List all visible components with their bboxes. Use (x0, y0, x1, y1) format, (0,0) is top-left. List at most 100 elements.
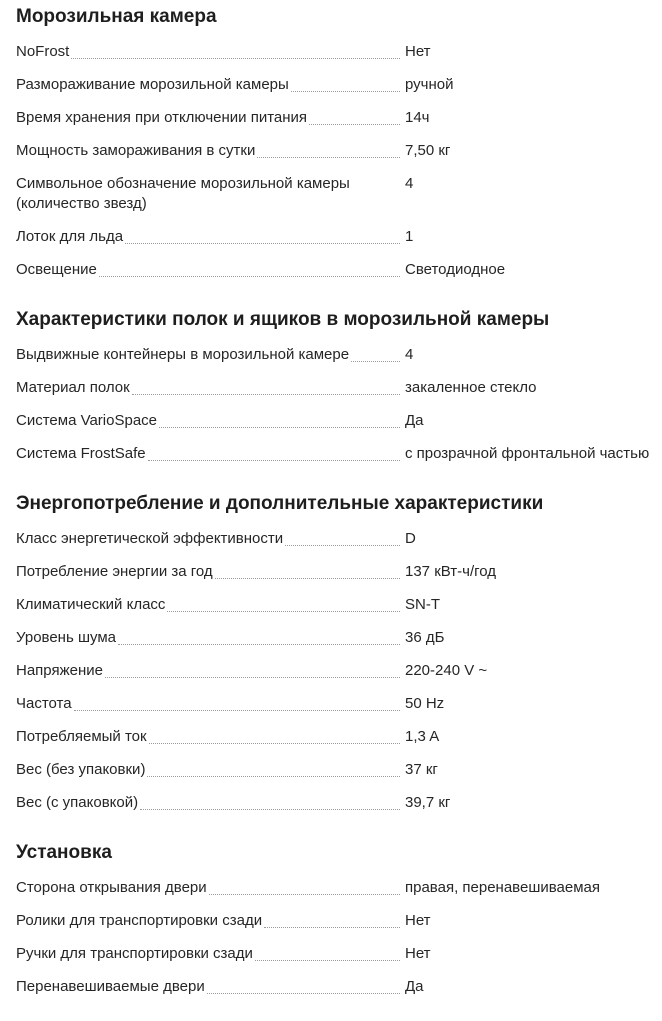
spec-row: Перенавешиваемые двери Да (16, 977, 646, 997)
spec-row-left: Потребляемый ток (16, 727, 400, 747)
spec-row: Класс энергетической эффективности D (16, 529, 646, 549)
spec-row: Освещение Светодиодное (16, 260, 646, 280)
spec-row-left: Система VarioSpace (16, 411, 400, 431)
spec-label: Класс энергетической эффективности (16, 530, 284, 547)
spec-row-left: Уровень шума (16, 628, 400, 648)
spec-row: Материал полок закаленное стекло (16, 378, 646, 398)
dotted-leader (264, 927, 400, 928)
spec-row-left: Потребление энергии за год (16, 562, 400, 582)
spec-label: Перенавешиваемые двери (16, 978, 205, 995)
section-title: Характеристики полок и ящиков в морозиль… (16, 309, 550, 330)
spec-label: Вес (с упаковкой) (16, 794, 139, 811)
spec-section: Характеристики полок и ящиков в морозиль… (16, 308, 649, 464)
spec-label: Уровень шума (16, 629, 116, 646)
dotted-leader (290, 91, 400, 92)
dotted-leader (98, 276, 400, 277)
spec-row-left: Время хранения при отключении питания (16, 108, 400, 128)
section-title: Морозильная камера (16, 6, 217, 27)
spec-row: Вес (с упаковкой) 39,7 кг (16, 793, 646, 813)
spec-row-left: Класс энергетической эффективности (16, 529, 400, 549)
spec-value: 37 кг (405, 761, 438, 778)
spec-label: Освещение (16, 261, 97, 278)
spec-row: Сторона открывания двери правая, перенав… (16, 878, 646, 898)
spec-row-left: Мощность замораживания в сутки (16, 141, 400, 161)
spec-label: Климатический класс (16, 596, 166, 613)
spec-rows: Сторона открывания двери правая, перенав… (16, 878, 646, 997)
spec-value: 4 (405, 175, 414, 192)
spec-value: Светодиодное (405, 261, 506, 278)
spec-label: Ручки для транспортировки сзади (16, 945, 253, 962)
spec-row-left: Лоток для льда (16, 227, 400, 247)
spec-label: Система FrostSafe (16, 445, 146, 462)
spec-value: Нет (405, 43, 431, 60)
spec-row: Система VarioSpace Да (16, 411, 646, 431)
dotted-leader (147, 776, 400, 777)
spec-row-left: Частота (16, 694, 400, 714)
spec-value: SN-T (405, 596, 440, 613)
spec-value: Нет (405, 945, 431, 962)
dotted-leader (206, 993, 400, 994)
spec-value: 1,3 A (405, 728, 440, 745)
spec-row-left: Ручки для транспортировки сзади (16, 944, 400, 964)
spec-row-left: Система FrostSafe (16, 444, 400, 464)
spec-row: Ручки для транспортировки сзади Нет (16, 944, 646, 964)
dotted-leader (125, 243, 400, 244)
dotted-leader (147, 460, 400, 461)
spec-value: 14ч (405, 109, 430, 126)
spec-row-left: Напряжение (16, 661, 400, 681)
spec-row: Система FrostSafe с прозрачной фронтальн… (16, 444, 649, 464)
spec-row: Напряжение 220-240 V ~ (16, 661, 646, 681)
dotted-leader (309, 124, 400, 125)
dotted-leader (73, 710, 400, 711)
spec-value: 137 кВт-ч/год (405, 563, 497, 580)
spec-label: Время хранения при отключении питания (16, 109, 308, 126)
spec-value: 39,7 кг (405, 794, 451, 811)
dotted-leader (140, 809, 400, 810)
spec-label: Частота (16, 695, 72, 712)
spec-row: Частота 50 Hz (16, 694, 646, 714)
spec-row: Климатический класс SN-T (16, 595, 646, 615)
spec-section: Энергопотребление и дополнительные харак… (16, 492, 646, 813)
spec-row: Потребляемый ток 1,3 A (16, 727, 646, 747)
spec-row-left: Символьное обозначение морозильной камер… (16, 174, 400, 214)
spec-value: 4 (405, 346, 414, 363)
spec-value: D (405, 530, 416, 547)
spec-row-left: NoFrost (16, 42, 400, 62)
spec-value: 1 (405, 228, 414, 245)
spec-row: Вес (без упаковки) 37 кг (16, 760, 646, 780)
spec-rows: Класс энергетической эффективности D Пот… (16, 529, 646, 813)
dotted-leader (257, 157, 400, 158)
spec-row-left: Ролики для транспортировки сзади (16, 911, 400, 931)
spec-label: NoFrost (16, 43, 70, 60)
spec-row: Уровень шума 36 дБ (16, 628, 646, 648)
dotted-leader (131, 394, 400, 395)
dotted-leader (254, 960, 400, 961)
spec-row-left: Вес (с упаковкой) (16, 793, 400, 813)
spec-value: 36 дБ (405, 629, 445, 646)
dotted-leader (167, 611, 400, 612)
spec-label: Материал полок (16, 379, 130, 396)
spec-section: Морозильная камера NoFrost Нет Разморажи… (16, 5, 646, 280)
spec-row-left: Вес (без упаковки) (16, 760, 400, 780)
spec-row-left: Климатический класс (16, 595, 400, 615)
spec-value: Нет (405, 912, 431, 929)
spec-row: Выдвижные контейнеры в морозильной камер… (16, 345, 646, 365)
spec-row-left: Материал полок (16, 378, 400, 398)
spec-label: Выдвижные контейнеры в морозильной камер… (16, 346, 350, 363)
spec-row-left: Сторона открывания двери (16, 878, 400, 898)
dotted-leader (208, 894, 400, 895)
spec-value: 50 Hz (405, 695, 445, 712)
spec-value: Да (405, 978, 424, 995)
spec-label: Потребление энергии за год (16, 563, 213, 580)
spec-row: Время хранения при отключении питания 14… (16, 108, 646, 128)
spec-row: Мощность замораживания в сутки 7,50 кг (16, 141, 646, 161)
spec-label: Система VarioSpace (16, 412, 158, 429)
spec-row: NoFrost Нет (16, 42, 646, 62)
spec-label: Потребляемый ток (16, 728, 147, 745)
spec-row-left: Выдвижные контейнеры в морозильной камер… (16, 345, 400, 365)
spec-value: Да (405, 412, 424, 429)
section-title: Установка (16, 842, 112, 863)
spec-row: Символьное обозначение морозильной камер… (16, 174, 646, 214)
spec-value: 220-240 V ~ (405, 662, 488, 679)
